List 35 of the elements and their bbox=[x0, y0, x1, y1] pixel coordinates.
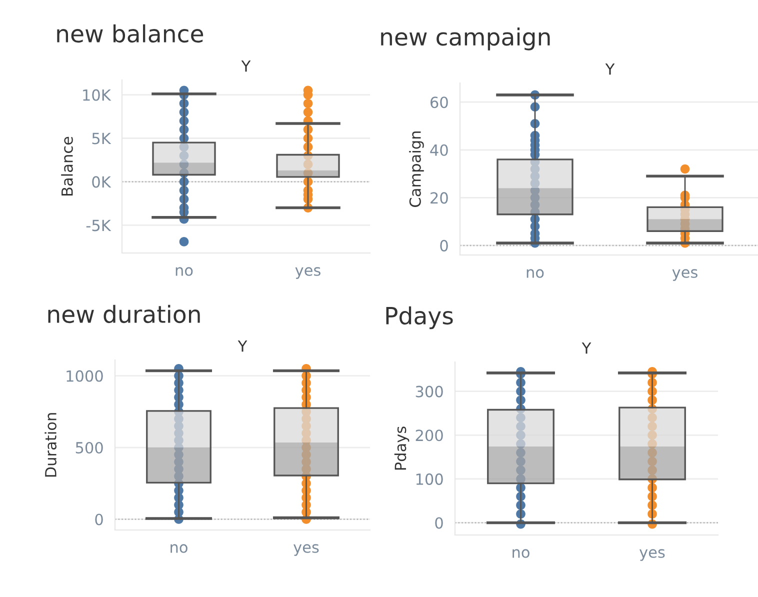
y-tick-label: 100 bbox=[416, 473, 443, 485]
x-tick-label: no bbox=[170, 544, 188, 553]
x-tick-label: yes bbox=[295, 267, 320, 279]
y-tick-label: 0 bbox=[440, 240, 448, 252]
x-tick-label: yes bbox=[294, 544, 319, 556]
y-tick-label: 60 bbox=[430, 96, 448, 108]
x-tick-label: no bbox=[526, 269, 544, 278]
chart-title: new duration bbox=[48, 304, 200, 324]
y-tick-label: 1000 bbox=[66, 370, 103, 382]
x-axis-title: Y bbox=[241, 60, 251, 72]
y-axis-title: Pdays bbox=[394, 426, 410, 470]
y-tick-label: 200 bbox=[416, 430, 443, 442]
y-tick-label: 500 bbox=[76, 442, 103, 454]
y-tick-label: 0K bbox=[92, 176, 112, 188]
x-tick-label: yes bbox=[672, 269, 698, 281]
x-axis-title: Y bbox=[238, 340, 248, 352]
x-axis-title: Y bbox=[582, 342, 592, 354]
y-axis-title: Balance bbox=[61, 136, 73, 196]
y-tick-label: 40 bbox=[430, 144, 448, 156]
y-tick-label: 0 bbox=[95, 514, 103, 526]
y-tick-label: -5K bbox=[86, 220, 112, 232]
y-tick-label: 300 bbox=[416, 386, 443, 398]
y-tick-label: 20 bbox=[430, 192, 448, 204]
x-axis-title: Y bbox=[605, 64, 615, 75]
x-tick-label: yes bbox=[640, 549, 665, 561]
y-tick-label: 0 bbox=[435, 517, 443, 529]
y-tick-label: 10K bbox=[83, 89, 112, 101]
x-tick-label: no bbox=[512, 549, 530, 558]
y-axis-title: Campaign bbox=[409, 132, 424, 207]
chart-title: new campaign bbox=[381, 27, 550, 50]
x-tick-label: no bbox=[176, 267, 193, 276]
chart-title: Pdays bbox=[386, 306, 453, 330]
chart-title: new balance bbox=[57, 24, 204, 43]
y-tick-label: 5K bbox=[92, 132, 112, 144]
y-axis-title: Duration bbox=[44, 413, 56, 477]
